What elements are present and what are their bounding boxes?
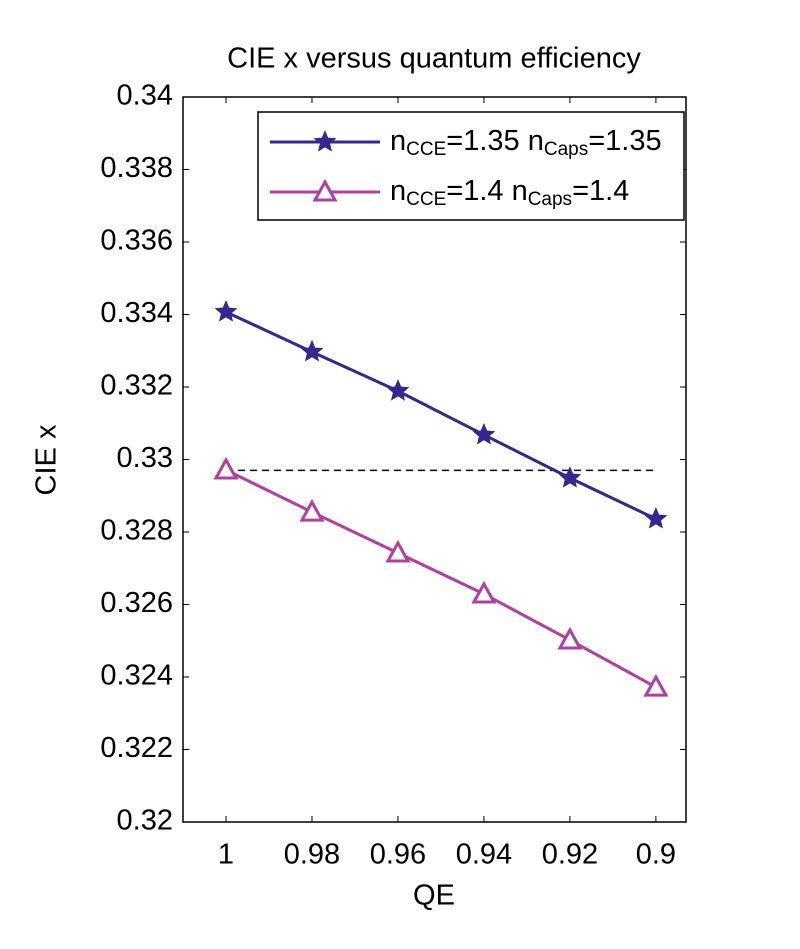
y-tick-label: 0.336	[100, 225, 173, 257]
legend-marker	[312, 178, 338, 202]
x-axis-label: QE	[413, 880, 455, 912]
x-tick-label: 1	[218, 839, 234, 871]
data-point	[386, 379, 410, 401]
chart-title: CIE x versus quantum efficiency	[227, 43, 641, 75]
series-line	[225, 468, 657, 689]
y-tick-label: 0.332	[100, 370, 173, 402]
data-point	[471, 580, 497, 604]
y-tick-label: 0.326	[100, 587, 173, 619]
data-point	[385, 539, 411, 563]
x-tick-label: 0.96	[370, 839, 426, 871]
data-point	[644, 507, 668, 529]
data-point	[299, 498, 325, 522]
data-point	[643, 674, 669, 697]
y-tick-label: 0.328	[100, 515, 173, 547]
data-point	[557, 626, 583, 650]
y-tick-label: 0.32	[117, 805, 173, 837]
data-point	[213, 456, 239, 480]
legend-box	[257, 111, 685, 221]
y-tick-label: 0.34	[117, 80, 173, 112]
data-point	[472, 422, 496, 445]
y-tick-label: 0.322	[100, 732, 173, 764]
legend-label: nCCE=1.35 nCaps=1.35	[390, 125, 662, 160]
x-tick-label: 0.94	[456, 839, 512, 871]
legend-label: nCCE=1.4 nCaps=1.4	[390, 175, 629, 210]
data-point	[300, 339, 324, 362]
y-tick-label: 0.324	[100, 660, 173, 692]
y-tick-label: 0.33	[117, 442, 173, 474]
x-tick-label: 0.9	[636, 839, 676, 871]
y-tick-label: 0.334	[100, 297, 173, 329]
data-point	[214, 300, 238, 322]
legend-marker	[313, 130, 337, 152]
y-tick-label: 0.338	[100, 152, 173, 184]
series-line	[225, 310, 657, 521]
x-tick-label: 0.98	[284, 839, 340, 871]
y-axis-label: CIE x	[31, 424, 63, 495]
data-point	[558, 466, 582, 488]
x-tick-label: 0.92	[542, 839, 598, 871]
